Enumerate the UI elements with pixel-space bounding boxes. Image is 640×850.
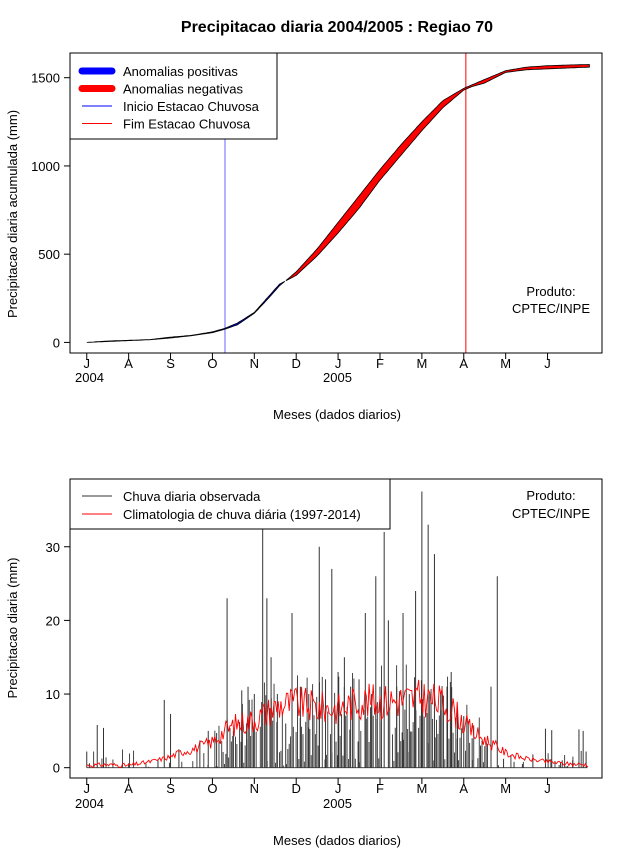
product-source-daily: CPTEC/INPE xyxy=(512,506,590,521)
x-tick-label-daily: A xyxy=(459,781,468,796)
year-label-2005: 2005 xyxy=(323,370,352,385)
legend-label-daily: Chuva diaria observada xyxy=(123,489,261,504)
legend-box xyxy=(69,52,278,140)
x-tick-label-daily: J xyxy=(544,781,551,796)
product-source: CPTEC/INPE xyxy=(512,301,590,316)
product-label-daily: Produto: xyxy=(526,488,575,503)
legend-label-daily: Climatologia de chuva diária (1997-2014) xyxy=(123,507,361,522)
year-label-2005-daily: 2005 xyxy=(323,796,352,811)
x-tick-label: J xyxy=(335,356,342,371)
x-tick-label: D xyxy=(292,356,301,371)
y-tick-label: 0 xyxy=(53,335,60,350)
legend-label: Fim Estacao Chuvosa xyxy=(123,117,251,132)
year-label-2004-daily: 2004 xyxy=(75,796,104,811)
x-axis-label: Meses (dados diarios) xyxy=(273,407,401,422)
legend-label: Anomalias negativas xyxy=(123,82,243,97)
x-tick-label: J xyxy=(544,356,551,371)
x-tick-label-daily: D xyxy=(292,781,301,796)
y-tick-label-daily: 10 xyxy=(46,687,60,702)
legend-box-daily xyxy=(69,478,391,530)
x-tick-label-daily: J xyxy=(335,781,342,796)
x-tick-label: N xyxy=(250,356,259,371)
y-tick-label: 1000 xyxy=(31,159,60,174)
legend-label: Anomalias positivas xyxy=(123,64,238,79)
y-axis-label-daily: Precipitacao diaria (mm) xyxy=(5,558,20,699)
chart-title: Precipitacao diaria 2004/2005 : Regiao 7… xyxy=(181,19,493,36)
x-tick-label-daily: J xyxy=(84,781,91,796)
x-tick-label: J xyxy=(84,356,91,371)
positive-anomaly-band-0 xyxy=(86,280,285,343)
y-tick-label-daily: 0 xyxy=(53,761,60,776)
x-tick-label: M xyxy=(500,356,511,371)
legend-daily: Chuva diaria observada Climatologia de ch… xyxy=(69,478,391,530)
year-label-2004: 2004 xyxy=(75,370,104,385)
x-tick-label: S xyxy=(166,356,175,371)
product-label: Produto: xyxy=(526,284,575,299)
y-tick-label: 1500 xyxy=(31,71,60,86)
legend-label: Inicio Estacao Chuvosa xyxy=(123,99,260,114)
y-tick-label-daily: 30 xyxy=(46,540,60,555)
x-tick-label: F xyxy=(376,356,384,371)
y-tick-label-daily: 20 xyxy=(46,613,60,628)
x-tick-label-daily: M xyxy=(416,781,427,796)
x-tick-label: O xyxy=(207,356,217,371)
x-tick-label: A xyxy=(459,356,468,371)
x-tick-label: M xyxy=(416,356,427,371)
x-tick-label-daily: O xyxy=(207,781,217,796)
x-axis-label-daily: Meses (dados diarios) xyxy=(273,833,401,848)
daily-chart: J A S O N D J F M A M J 0 10 20 30 2004 2005 Meses (da… xyxy=(5,478,603,848)
x-tick-label-daily: S xyxy=(166,781,175,796)
x-tick-label-daily: M xyxy=(500,781,511,796)
y-axis-label: Precipitacao diaria acumulada (mm) xyxy=(5,110,20,318)
negative-anomaly-band-1 xyxy=(285,64,590,282)
x-tick-label: A xyxy=(124,356,133,371)
x-tick-label-daily: N xyxy=(250,781,259,796)
x-tick-label-daily: F xyxy=(376,781,384,796)
cumulative-chart: Precipitacao diaria 2004/2005 : Regiao 7… xyxy=(5,19,603,422)
legend: Anomalias positivas Anomalias negativas In… xyxy=(69,52,278,140)
x-tick-label-daily: A xyxy=(124,781,133,796)
climatology-line xyxy=(86,679,589,768)
y-tick-label: 500 xyxy=(38,247,60,262)
